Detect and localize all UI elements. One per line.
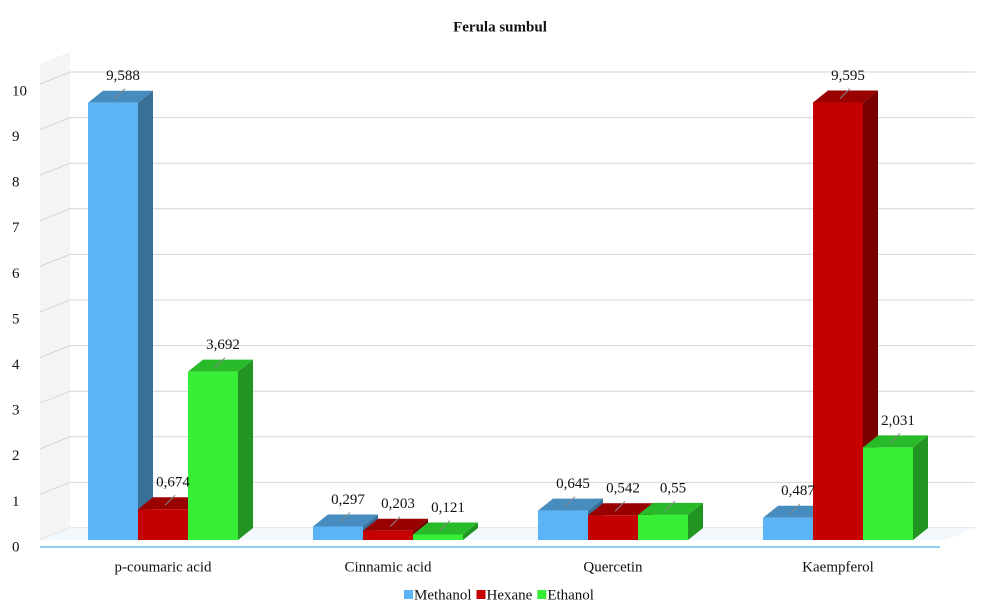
- grid-line: [39, 299, 975, 313]
- value-label: 0,203: [381, 496, 415, 512]
- bar: [138, 509, 188, 540]
- label-leader: [664, 500, 676, 512]
- legend-label: Ethanol: [547, 587, 594, 603]
- bar-top: [138, 497, 203, 510]
- bar-top: [588, 503, 653, 516]
- legend-swatch: [476, 590, 486, 599]
- back-wall: [40, 52, 70, 540]
- bar-top: [763, 505, 828, 518]
- bar-top: [188, 359, 253, 372]
- bar: [363, 530, 413, 540]
- bar: [638, 514, 688, 540]
- x-tick-label: Kaempferol: [802, 559, 874, 575]
- value-label: 0,542: [606, 481, 640, 497]
- value-label: 0,674: [156, 475, 190, 491]
- bar: [188, 371, 238, 540]
- y-tick-label: 2: [12, 448, 20, 464]
- grid-line: [39, 208, 975, 222]
- bar-top: [638, 502, 703, 515]
- y-tick-label: 6: [12, 266, 20, 282]
- bar-side: [463, 522, 478, 540]
- value-label: 0,487: [781, 483, 815, 499]
- bar: [863, 447, 913, 540]
- bar-top: [313, 514, 378, 527]
- grid-line: [39, 253, 975, 267]
- bar: [588, 515, 638, 540]
- grid-line: [39, 345, 975, 359]
- value-label: 0,297: [331, 492, 365, 508]
- label-leader: [564, 496, 576, 507]
- bar-top: [88, 90, 153, 103]
- label-leader: [339, 512, 351, 523]
- grid-line: [39, 436, 975, 450]
- y-tick-label: 5: [12, 311, 20, 327]
- y-tick-label: 8: [12, 175, 20, 191]
- value-label: 9,588: [106, 68, 140, 84]
- bar: [763, 517, 813, 540]
- label-leader: [889, 433, 901, 444]
- x-tick-label: Cinnamic acid: [344, 559, 432, 575]
- value-label: 0,121: [431, 500, 465, 516]
- bar-side: [138, 90, 153, 540]
- y-tick-label: 10: [12, 83, 27, 99]
- bar-side: [863, 90, 878, 540]
- grid-line: [39, 71, 975, 85]
- legend-label: Hexane: [487, 587, 533, 603]
- grid-line: [39, 162, 975, 176]
- value-label: 0,645: [556, 476, 590, 492]
- y-tick-label: 3: [12, 403, 20, 419]
- label-leader: [114, 88, 126, 100]
- bar-side: [913, 435, 928, 540]
- value-label: 2,031: [881, 413, 915, 429]
- bar-top: [538, 498, 603, 511]
- grid-line: [39, 481, 975, 495]
- legend-swatch: [404, 590, 413, 599]
- bar-top: [413, 522, 478, 535]
- floor: [40, 528, 975, 540]
- bar-top: [363, 518, 428, 531]
- legend-swatch: [537, 590, 547, 599]
- label-leader: [214, 357, 226, 368]
- label-leader: [439, 520, 451, 531]
- y-tick-label: 0: [12, 539, 20, 555]
- bar: [813, 102, 863, 540]
- grid-line: [39, 390, 975, 404]
- value-label: 3,692: [206, 337, 240, 353]
- bar: [413, 534, 463, 540]
- y-tick-label: 4: [12, 357, 20, 373]
- grid-line: [39, 117, 975, 131]
- y-tick-label: 1: [12, 494, 20, 510]
- label-leader: [164, 494, 176, 506]
- y-tick-label: 7: [12, 220, 20, 236]
- bar-side: [238, 359, 253, 540]
- label-leader: [389, 516, 401, 528]
- legend-label: Methanol: [414, 587, 472, 603]
- value-label: 0,55: [660, 480, 686, 496]
- value-label: 9,595: [831, 68, 865, 84]
- label-leader: [789, 503, 801, 515]
- bar: [88, 102, 138, 540]
- bar-top: [863, 435, 928, 448]
- bar-side: [688, 502, 703, 540]
- y-tick-label: 9: [12, 129, 20, 145]
- bar-top: [813, 90, 878, 103]
- label-leader: [839, 88, 851, 99]
- bar: [313, 526, 363, 540]
- label-leader: [614, 500, 626, 512]
- x-tick-label: p-coumaric acid: [114, 559, 212, 575]
- chart-title: Ferula sumbul: [453, 19, 547, 35]
- x-tick-label: Quercetin: [583, 559, 643, 575]
- bar: [538, 510, 588, 540]
